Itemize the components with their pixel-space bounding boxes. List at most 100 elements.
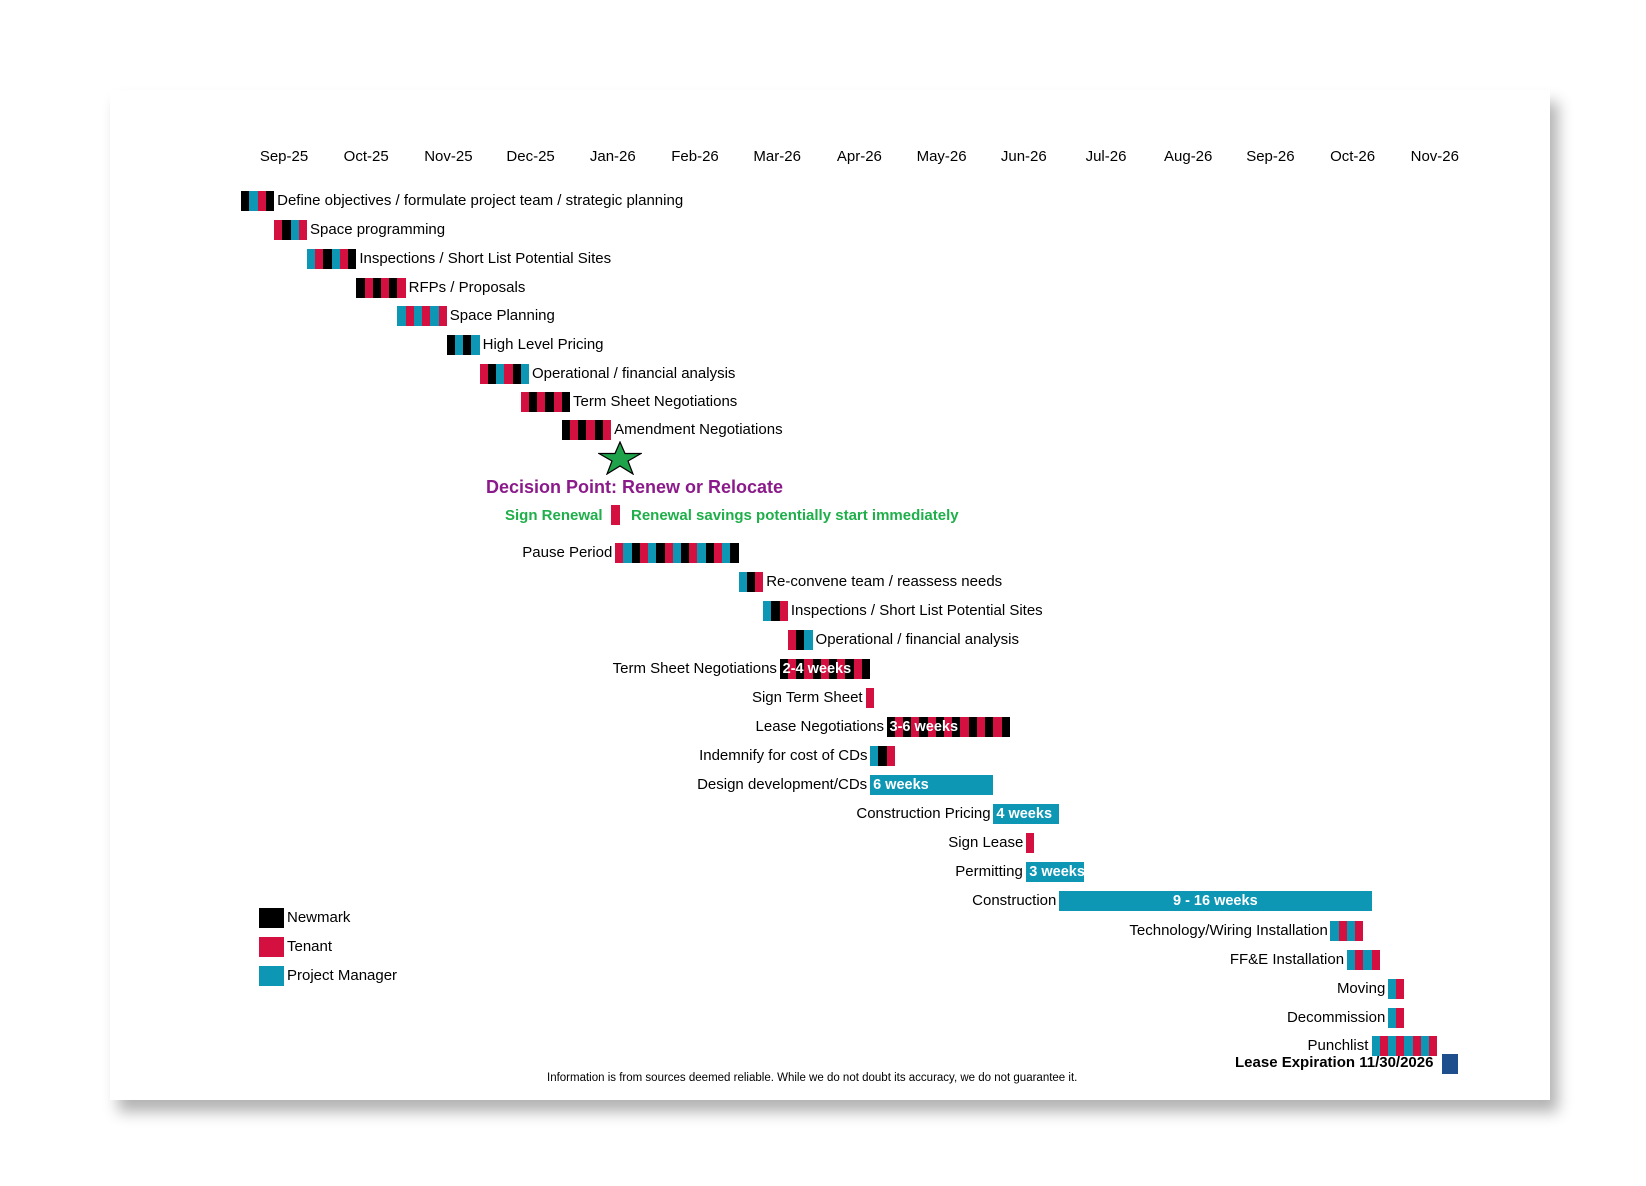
task-bar-segment <box>1355 921 1364 941</box>
month-label: Oct-25 <box>343 148 389 165</box>
task-bar-segment <box>528 392 538 412</box>
task-bar-segment <box>1387 1036 1397 1056</box>
task-bar-segment <box>602 420 612 440</box>
task-label: Pause Period <box>522 544 613 561</box>
task-bar: 3-6 weeks <box>886 717 1010 737</box>
task-label: Re-convene team / reassess needs <box>766 573 1003 590</box>
task-bar-segment <box>952 717 961 737</box>
task-bar-segment <box>771 601 780 621</box>
task-bar-segment <box>520 392 529 412</box>
task-bar-segment <box>1363 950 1372 970</box>
task-bar: 2-4 weeks <box>779 659 871 679</box>
task-bar <box>1026 833 1035 853</box>
task-bar-segment <box>1346 921 1356 941</box>
task-label: Decommission <box>1286 1009 1386 1026</box>
task-bar <box>1387 1008 1405 1028</box>
task-label: Design development/CDs <box>697 776 868 793</box>
task-bar-segment <box>1338 921 1347 941</box>
task-bar-segment <box>561 392 571 412</box>
task-bar-segment <box>553 392 562 412</box>
task-bar-segment <box>479 364 488 384</box>
task-bar <box>397 306 447 326</box>
legend-label-tenant: Tenant <box>287 938 333 955</box>
task-bar-segment <box>820 659 829 679</box>
task-label: Lease Negotiations <box>755 718 884 735</box>
task-bar-segment <box>689 543 698 563</box>
task-bar-segment <box>779 601 788 621</box>
task-bar-segment <box>902 717 912 737</box>
task-bar-segment <box>746 572 755 592</box>
legend-swatch-newmark <box>259 908 284 928</box>
decision-star-icon <box>598 441 642 475</box>
task-bar-segment <box>290 220 299 240</box>
task-bar-segment <box>348 249 357 269</box>
month-label: Oct-26 <box>1330 148 1376 165</box>
task-bar-segment <box>853 659 862 679</box>
task-bar-segment <box>1346 950 1356 970</box>
task-bar-segment <box>1396 1008 1405 1028</box>
task-label: Technology/Wiring Installation <box>1129 922 1328 939</box>
task-bar-segment <box>1379 1036 1388 1056</box>
task-bar <box>1346 950 1380 970</box>
task-bar-segment <box>380 278 390 298</box>
task-bar <box>865 688 875 708</box>
task-bar-segment <box>919 717 928 737</box>
task-label: Term Sheet Negotiations <box>612 660 777 677</box>
task-bar-segment <box>586 420 595 440</box>
task-label: High Level Pricing <box>482 336 604 353</box>
task-bar-segment <box>413 306 423 326</box>
task-bar-segment <box>578 420 587 440</box>
task-bar-segment <box>512 364 521 384</box>
task-bar-segment <box>722 543 731 563</box>
task-bar-segment <box>389 278 398 298</box>
task-bar-segment <box>298 220 307 240</box>
task-label: Construction <box>972 892 1057 909</box>
task-bar-segment <box>1396 979 1405 999</box>
task-bar-segment <box>1404 1036 1413 1056</box>
task-bar-segment <box>372 278 381 298</box>
month-label: Sep-26 <box>1246 148 1295 165</box>
task-bar: 6 weeks <box>870 775 994 795</box>
month-label: Nov-26 <box>1410 148 1459 165</box>
task-label: Amendment Negotiations <box>614 421 783 438</box>
task-bar-segment <box>594 420 603 440</box>
task-bar-segment <box>430 306 439 326</box>
task-bar-segment <box>241 191 250 211</box>
task-bar-segment <box>282 220 291 240</box>
task-label: FF&E Installation <box>1229 951 1345 968</box>
task-bar <box>520 392 571 412</box>
task-bar <box>1330 921 1364 941</box>
legend-swatch-project-manager <box>259 966 284 986</box>
task-duration-label: 4 weeks <box>996 806 1053 822</box>
task-label: Space Planning <box>449 307 555 324</box>
task-bar-segment <box>1001 717 1010 737</box>
task-bar-segment <box>976 717 986 737</box>
task-bar-segment <box>1396 1036 1405 1056</box>
task-label: Indemnify for cost of CDs <box>699 747 868 764</box>
task-bar-segment <box>631 543 640 563</box>
task-bar-segment <box>249 191 258 211</box>
task-bar-segment <box>422 306 431 326</box>
task-bar-segment <box>323 249 332 269</box>
task-bar <box>615 543 739 563</box>
task-bar-segment <box>787 630 797 650</box>
task-bar <box>561 420 612 440</box>
month-label: Nov-25 <box>424 148 473 165</box>
sign-renewal-bar <box>611 505 620 525</box>
task-bar-segment <box>812 659 821 679</box>
task-bar-segment <box>697 543 706 563</box>
task-bar-segment <box>615 543 624 563</box>
task-bar-segment <box>274 220 283 240</box>
task-bar-segment <box>1429 1036 1438 1056</box>
task-bar-segment <box>331 249 340 269</box>
task-label: Sign Lease <box>948 834 1024 851</box>
task-bar <box>870 746 895 766</box>
footnote: Information is from sources deemed relia… <box>547 1072 1078 1084</box>
task-bar-segment <box>656 543 665 563</box>
task-bar-segment <box>935 717 945 737</box>
task-bar-segment <box>520 364 529 384</box>
task-bar-segment <box>672 543 682 563</box>
task-bar-segment <box>804 630 813 650</box>
task-bar-segment <box>1412 1036 1421 1056</box>
